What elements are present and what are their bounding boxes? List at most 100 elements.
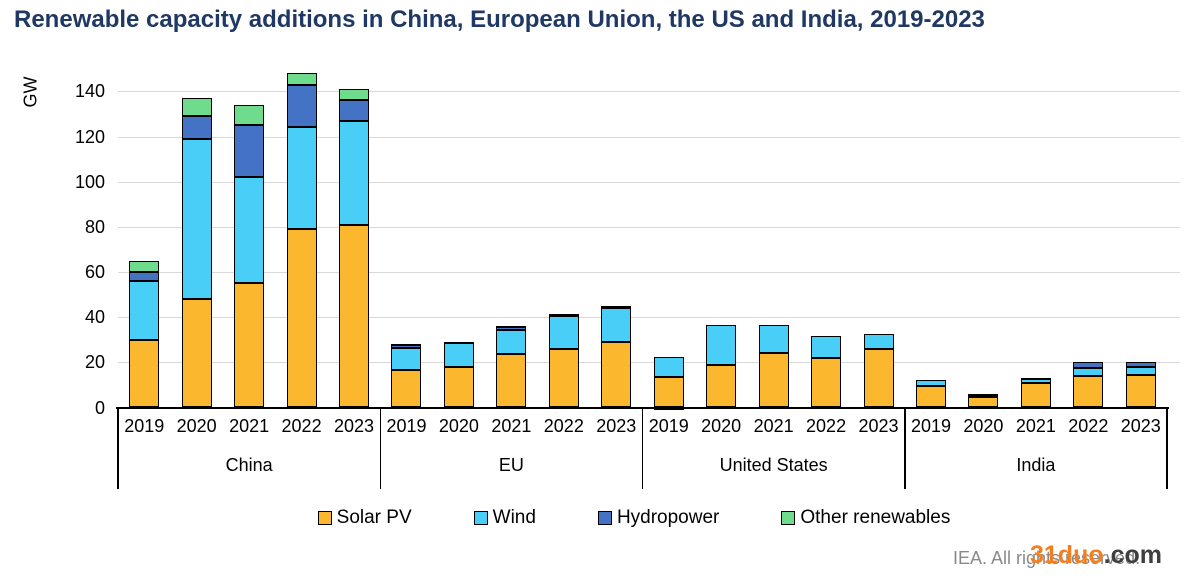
bar-eu-2019-solar-pv <box>391 370 422 408</box>
bar-china-2019-wind <box>129 281 160 340</box>
legend-label: Wind <box>492 507 536 528</box>
bar-eu-2020-wind <box>443 343 474 367</box>
gridline-20 <box>118 362 1180 364</box>
watermark-suffix-text: .com <box>1103 541 1162 569</box>
bar-united-states-2020-wind <box>706 325 737 365</box>
bar-united-states-2023-solar-pv <box>863 348 894 408</box>
y-tick-label-60: 60 <box>84 262 105 282</box>
legend-item-wind: Wind <box>473 507 536 529</box>
y-tick-label-20: 20 <box>84 352 105 373</box>
bar-india-2019-wind <box>915 380 946 387</box>
legend-item-solar-pv: Solar PV <box>317 507 412 529</box>
bar-india-2021-hydropower <box>1020 378 1051 381</box>
gridline-80 <box>118 226 1180 228</box>
bar-eu-2021-wind <box>496 329 527 355</box>
bar-united-states-2022-wind <box>811 336 842 358</box>
x-tick-year: 2019 <box>386 416 427 436</box>
x-tick-year: 2023 <box>858 416 899 436</box>
bar-india-2020-hydropower <box>968 393 999 396</box>
bar-india-2023-wind <box>1125 366 1156 375</box>
x-tick-year: 2021 <box>1015 416 1056 436</box>
bar-eu-2022-wind <box>548 316 579 349</box>
bar-united-states-2019-wind <box>653 356 684 377</box>
bar-china-2021-hydropower <box>234 125 265 178</box>
legend-swatch-icon <box>317 511 332 525</box>
bar-united-states-2023-wind <box>863 334 894 349</box>
bar-china-2023-wind <box>339 120 370 225</box>
x-tick-year: 2021 <box>229 416 270 436</box>
bar-eu-2021-solar-pv <box>496 354 527 408</box>
x-tick-year: 2023 <box>596 416 637 436</box>
x-axis-group-divider <box>641 407 644 489</box>
x-tick-year: 2020 <box>963 416 1004 436</box>
x-tick-year: 2020 <box>701 416 742 436</box>
legend-item-other-renewables: Other renewables <box>781 507 950 529</box>
watermark-site-text: 31duo <box>1030 541 1104 569</box>
bar-india-2023-hydropower <box>1125 362 1156 367</box>
chart-title: Renewable capacity additions in China, E… <box>14 6 985 33</box>
y-tick-label-0: 0 <box>94 397 105 418</box>
x-tick-year: 2019 <box>910 416 951 436</box>
bar-china-2023-other-renewables <box>339 89 370 101</box>
y-tick-label-100: 100 <box>74 171 105 192</box>
x-tick-year: 2022 <box>806 416 847 436</box>
gridline-60 <box>118 272 1180 273</box>
x-group-label-china: China <box>225 455 273 475</box>
bar-eu-2023-solar-pv <box>601 342 632 408</box>
bar-china-2023-solar-pv <box>339 224 370 408</box>
bar-united-states-2020-solar-pv <box>706 364 737 408</box>
bar-india-2022-hydropower <box>1073 362 1104 368</box>
x-tick-year: 2022 <box>1068 416 1109 436</box>
bar-china-2022-wind <box>286 127 317 230</box>
x-tick-year: 2021 <box>753 416 794 436</box>
bar-china-2021-other-renewables <box>234 104 265 126</box>
y-tick-label-40: 40 <box>84 307 105 328</box>
bar-eu-2019-other-renewables <box>391 344 422 347</box>
gridline-40 <box>118 317 1180 319</box>
bar-india-2022-solar-pv <box>1073 375 1104 408</box>
bar-china-2022-other-renewables <box>286 73 317 85</box>
gridline-140 <box>118 91 1180 93</box>
x-tick-year: 2022 <box>543 416 584 436</box>
bar-united-states-2021-solar-pv <box>758 353 789 408</box>
bar-eu-2023-other-renewables <box>601 305 632 308</box>
bar-china-2021-solar-pv <box>234 283 265 408</box>
legend-swatch-icon <box>781 511 796 525</box>
legend-label: Hydropower <box>616 507 720 528</box>
bar-china-2019-other-renewables <box>129 260 160 272</box>
y-tick-label-120: 120 <box>74 126 105 147</box>
bar-china-2020-other-renewables <box>181 98 212 117</box>
bar-china-2020-hydropower <box>181 116 212 139</box>
bar-eu-2023-wind <box>601 308 632 342</box>
bar-china-2022-solar-pv <box>286 229 317 408</box>
bar-eu-2022-solar-pv <box>548 348 579 408</box>
x-axis-group-divider <box>117 407 119 489</box>
bar-china-2021-wind <box>234 177 265 284</box>
bar-eu-2020-other-renewables <box>443 342 474 344</box>
gridline-120 <box>118 136 1180 138</box>
legend-item-hydropower: Hydropower <box>597 507 720 529</box>
x-tick-year: 2020 <box>438 416 479 436</box>
x-axis-group-divider <box>379 407 381 489</box>
legend-swatch-icon <box>473 511 488 525</box>
bar-china-2019-hydropower <box>129 272 160 282</box>
bar-china-2022-hydropower <box>286 84 317 128</box>
bar-united-states-2021-wind <box>758 325 789 354</box>
bar-china-2019-solar-pv <box>129 339 160 408</box>
gridline-100 <box>118 181 1180 183</box>
y-tick-label-80: 80 <box>84 216 105 237</box>
legend-label: Other renewables <box>800 507 951 528</box>
x-tick-year: 2023 <box>1120 416 1161 436</box>
bar-eu-2021-other-renewables <box>496 326 527 329</box>
x-tick-year: 2022 <box>281 416 322 436</box>
attribution-text: IEA. All rights reserved. <box>953 548 1141 568</box>
x-tick-year: 2023 <box>333 416 375 436</box>
bar-china-2023-hydropower <box>339 100 370 121</box>
x-group-label-eu: EU <box>498 455 524 475</box>
x-axis-group-divider <box>904 407 906 489</box>
x-tick-year: 2019 <box>648 416 689 436</box>
legend-swatch-icon <box>597 511 612 525</box>
bar-india-2022-wind <box>1073 367 1104 376</box>
y-tick-label-140: 140 <box>74 81 105 102</box>
